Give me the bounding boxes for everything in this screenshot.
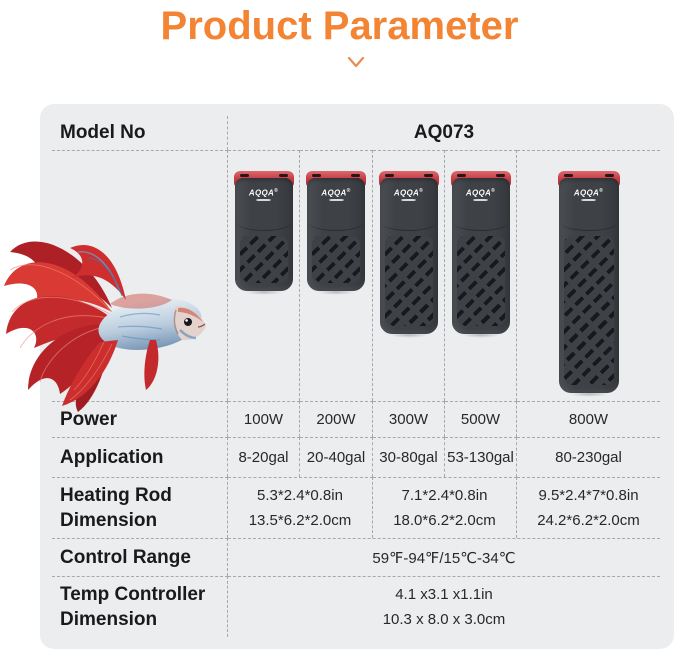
logo-wave-icon <box>581 198 596 201</box>
heater-body: AQQA® <box>558 178 619 393</box>
mounting-slot-icon <box>278 174 288 177</box>
row-label-power: Power <box>52 401 228 437</box>
logo-wave-icon <box>256 198 271 201</box>
betta-fish-image <box>4 241 206 412</box>
heater-vents <box>312 236 360 283</box>
aqqa-logo: AQQA® <box>235 188 293 201</box>
row-label-application: Application <box>52 437 228 477</box>
logo-wave-icon <box>473 198 488 201</box>
power-value-800w: 800W <box>517 401 660 437</box>
heater-cell-800w: AQQA® <box>517 150 660 401</box>
heater-body: AQQA® <box>451 178 510 334</box>
heater-cell-500w: AQQA® <box>445 150 517 401</box>
row-label-model-no: Model No <box>52 116 228 150</box>
model-label-text: Model No <box>60 122 146 144</box>
power-value-500w: 500W <box>445 401 517 437</box>
row-label-heating-rod-dimension: Heating Rod Dimension <box>52 477 228 538</box>
heater-seam <box>309 222 363 231</box>
power-value-100w: 100W <box>228 401 300 437</box>
heater-cell-100w: AQQA® <box>228 150 300 401</box>
heater-body: AQQA® <box>234 178 293 291</box>
row-label-temp-controller-dimension: Temp Controller Dimension <box>52 576 228 637</box>
mounting-slot-icon <box>351 174 360 177</box>
spec-grid: Model No AQ073 AQQA® <box>52 116 660 637</box>
power-value-300w: 300W <box>373 401 445 437</box>
heater-body: AQQA® <box>379 178 438 334</box>
heater-seam <box>381 222 436 231</box>
aqqa-logo: AQQA® <box>307 188 365 201</box>
heater-cell-300w: AQQA® <box>373 150 445 401</box>
temp-controller-value: 4.1 x3.1 x1.1in 10.3 x 8.0 x 3.0cm <box>228 576 660 637</box>
mounting-slot-icon <box>604 174 614 177</box>
model-no-value: AQ073 <box>413 122 475 143</box>
application-value-2: 20-40gal <box>300 437 373 477</box>
heater-vents <box>239 236 288 283</box>
application-value-1: 8-20gal <box>228 437 300 477</box>
aqqa-logo: AQQA® <box>452 188 510 201</box>
heater-image-200w: AQQA® <box>306 171 366 296</box>
mounting-slot-icon <box>312 174 321 177</box>
heater-image-300w: AQQA® <box>378 171 439 339</box>
mounting-slot-icon <box>495 174 505 177</box>
heater-seam <box>236 222 291 231</box>
application-value-5: 80-230gal <box>517 437 660 477</box>
heater-image-100w: AQQA® <box>233 171 294 296</box>
title-divider <box>0 56 679 70</box>
heater-seam <box>560 222 617 231</box>
heater-vents <box>563 236 614 385</box>
heater-body: AQQA® <box>307 178 365 291</box>
heater-image-800w: AQQA® <box>557 171 620 398</box>
aqqa-logo: AQQA® <box>559 188 619 201</box>
page-title: Product Parameter <box>160 4 519 48</box>
mounting-slot-icon <box>384 174 394 177</box>
control-range-value: 59℉-94℉/15℃-34℃ <box>228 538 660 576</box>
application-value-4: 53-130gal <box>445 437 517 477</box>
mounting-slot-icon <box>423 174 433 177</box>
heater-vents <box>384 236 433 326</box>
heating-rod-value-large: 9.5*2.4*7*0.8in 24.2*6.2*2.0cm <box>517 477 660 538</box>
row-label-control-range: Control Range <box>52 538 228 576</box>
logo-wave-icon <box>328 198 344 201</box>
image-row-label-spacer <box>52 150 228 401</box>
heating-rod-value-medium: 7.1*2.4*0.8in 18.0*6.2*2.0cm <box>373 477 517 538</box>
heating-rod-value-small: 5.3*2.4*0.8in 13.5*6.2*2.0cm <box>228 477 373 538</box>
mounting-slot-icon <box>239 174 249 177</box>
logo-wave-icon <box>401 198 416 201</box>
heater-image-500w: AQQA® <box>450 171 511 339</box>
mounting-slot-icon <box>563 174 573 177</box>
power-value-200w: 200W <box>300 401 373 437</box>
heater-seam <box>453 222 508 231</box>
aqqa-logo: AQQA® <box>380 188 438 201</box>
heater-vents <box>456 236 505 326</box>
product-parameter-table: Model No AQ073 AQQA® <box>40 104 674 649</box>
heater-cell-200w: AQQA® <box>300 150 373 401</box>
mounting-slot-icon <box>456 174 466 177</box>
chevron-down-icon <box>347 56 364 68</box>
application-value-3: 30-80gal <box>373 437 445 477</box>
